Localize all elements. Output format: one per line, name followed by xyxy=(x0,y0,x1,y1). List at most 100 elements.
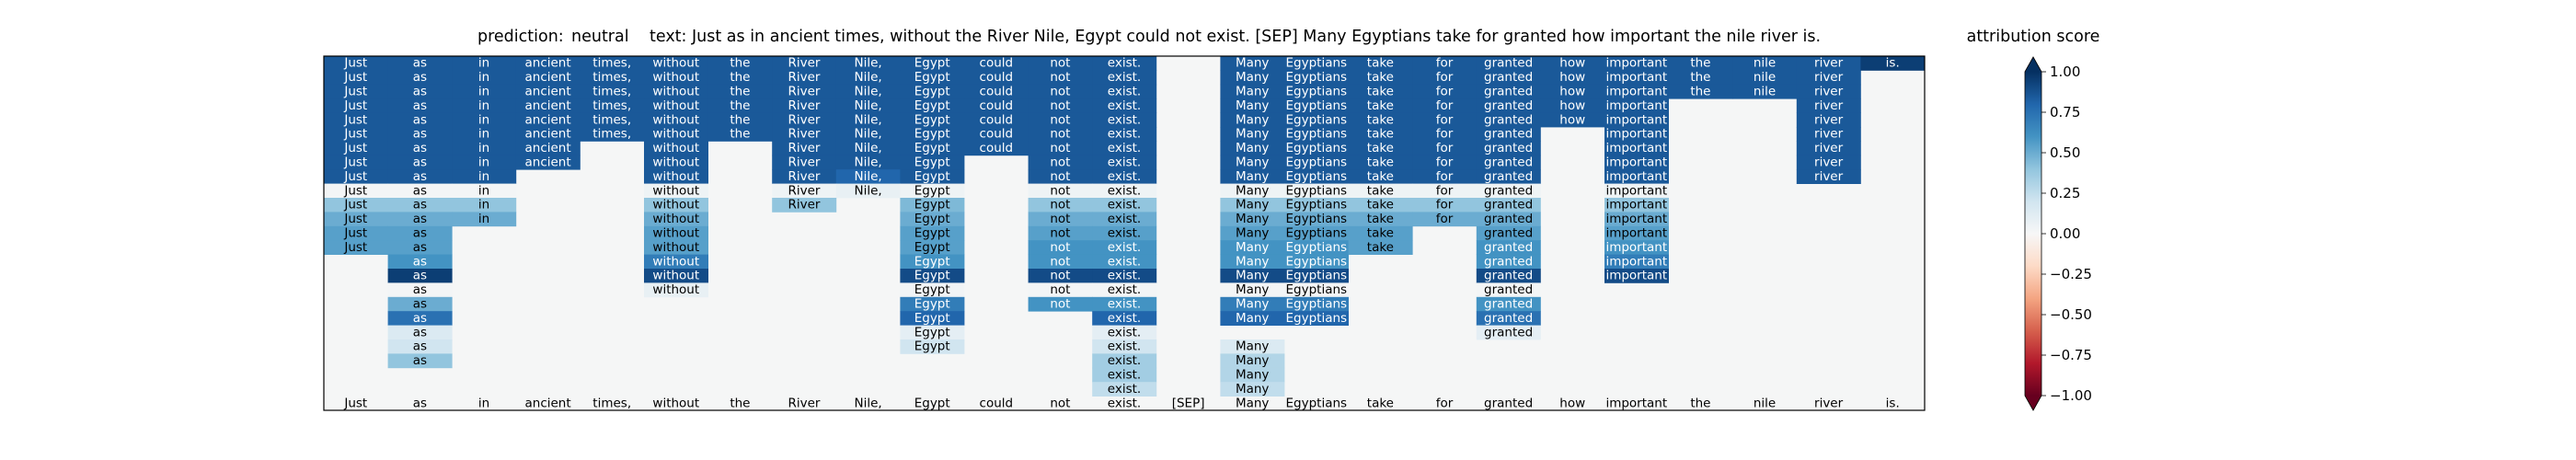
heatmap-cell-label: not xyxy=(1050,141,1070,155)
heatmap-cell xyxy=(1028,56,1093,71)
heatmap-cell-label: could xyxy=(980,127,1014,142)
heatmap-cell xyxy=(1476,282,1541,298)
heatmap-cell-label: Egypt xyxy=(914,198,950,213)
heatmap-cell-label: take xyxy=(1367,183,1394,198)
heatmap-cell xyxy=(387,225,453,241)
heatmap-cell xyxy=(1092,254,1157,270)
heatmap-cell-label: for xyxy=(1436,112,1454,127)
heatmap-cell xyxy=(900,240,965,255)
heatmap-cell-label: without xyxy=(652,198,699,213)
heatmap-cell-label: exist. xyxy=(1108,141,1141,155)
heatmap-cell xyxy=(1476,183,1541,199)
heatmap-cell xyxy=(772,127,837,142)
x-tick-labels: Just as in ancient times, without the River Nile… xyxy=(343,396,1899,410)
heatmap-cell xyxy=(707,98,773,113)
heatmap-cell-label: not xyxy=(1050,169,1070,184)
heatmap-cell xyxy=(1540,56,1605,71)
heatmap-cell xyxy=(900,70,965,86)
heatmap-cell xyxy=(580,98,645,113)
heatmap-cell xyxy=(452,155,517,170)
heatmap-cell-label: not xyxy=(1050,240,1070,255)
heatmap-cell xyxy=(1220,98,1285,113)
heatmap-cell xyxy=(1092,112,1157,128)
heatmap-cell xyxy=(1604,98,1669,113)
heatmap-cell xyxy=(1348,198,1413,213)
colorbar-gradient xyxy=(2025,72,2041,396)
heatmap-cell-label: Egyptians xyxy=(1286,141,1348,155)
heatmap-cell xyxy=(644,98,708,113)
heatmap-cell xyxy=(644,240,708,255)
heatmap-cell xyxy=(1092,353,1157,369)
heatmap-cell-label: the xyxy=(730,112,750,127)
heatmap-cell xyxy=(900,98,965,113)
heatmap-cell xyxy=(387,339,453,354)
heatmap-cell-label: Nile, xyxy=(854,127,881,142)
heatmap-cell xyxy=(964,127,1029,142)
x-tick-label: [SEP] xyxy=(1172,396,1205,410)
heatmap-cell xyxy=(1220,339,1285,354)
heatmap-cell xyxy=(1220,56,1285,71)
x-tick-label: without xyxy=(652,396,699,410)
heatmap-cell-label: Nile, xyxy=(854,155,881,170)
heatmap-cell xyxy=(324,127,388,142)
heatmap-cell xyxy=(1284,169,1349,184)
heatmap-cell-label: without xyxy=(652,70,699,85)
heatmap-cell xyxy=(1220,296,1285,312)
heatmap-cell-label: as xyxy=(413,325,427,339)
heatmap-cell-label: Just xyxy=(343,98,367,113)
heatmap-cell-label: could xyxy=(980,85,1014,99)
heatmap-cell-label: the xyxy=(730,56,750,71)
heatmap-cell-label: how xyxy=(1559,85,1585,99)
x-tick-label: times, xyxy=(592,396,631,410)
heatmap-cell-label: for xyxy=(1436,56,1454,71)
heatmap-cell xyxy=(387,282,453,298)
x-tick-label: exist. xyxy=(1108,396,1141,410)
heatmap-cell xyxy=(1092,70,1157,86)
heatmap-cell xyxy=(387,269,453,283)
heatmap-cell-label: take xyxy=(1367,226,1394,241)
heatmap-cell-label: Many xyxy=(1236,155,1269,170)
heatmap-cell-label: for xyxy=(1436,127,1454,142)
heatmap-cell xyxy=(1412,127,1478,142)
heatmap-cell-label: in xyxy=(478,183,489,198)
heatmap-cell-label: river xyxy=(1814,98,1844,113)
heatmap-cell xyxy=(452,183,517,199)
heatmap-cell-label: not xyxy=(1050,198,1070,213)
heatmap-cell-label: Many xyxy=(1236,141,1269,155)
heatmap-cell-label: exist. xyxy=(1108,112,1141,127)
heatmap-cell-label: take xyxy=(1367,112,1394,127)
heatmap-cell xyxy=(1604,269,1669,283)
heatmap-cell xyxy=(1092,225,1157,241)
heatmap-cell-label: Many xyxy=(1236,127,1269,142)
colorbar-min-extend xyxy=(2025,396,2041,410)
heatmap-cell xyxy=(1540,70,1605,86)
heatmap-cell xyxy=(1284,183,1349,199)
heatmap-cell xyxy=(1284,225,1349,241)
heatmap-cell-label: Egypt xyxy=(914,169,950,184)
heatmap-cell xyxy=(835,70,901,86)
heatmap-cell-label: Nile, xyxy=(854,112,881,127)
heatmap-cell xyxy=(1092,269,1157,283)
heatmap-cell xyxy=(1412,98,1478,113)
heatmap-cell xyxy=(387,212,453,227)
x-tick-label: as xyxy=(413,396,427,410)
heatmap-cell xyxy=(324,70,388,86)
heatmap-cell xyxy=(1476,240,1541,255)
heatmap-cell-label: Many xyxy=(1236,282,1269,297)
heatmap-cell xyxy=(1284,112,1349,128)
heatmap-cell xyxy=(1476,98,1541,113)
heatmap-cell-label: Egyptians xyxy=(1286,169,1348,184)
heatmap-cell-label: not xyxy=(1050,85,1070,99)
heatmap-cell-label: as xyxy=(413,70,427,85)
heatmap-cell-label: without xyxy=(652,127,699,142)
heatmap-cell xyxy=(1092,311,1157,326)
heatmap-cell xyxy=(580,56,645,71)
colorbar-tick-label: 0.25 xyxy=(2050,185,2080,201)
heatmap-cell xyxy=(1604,56,1669,71)
x-tick-label: Egypt xyxy=(914,396,950,410)
heatmap-cell-label: as xyxy=(413,297,427,312)
heatmap-cell-label: not xyxy=(1050,254,1070,269)
heatmap-cell xyxy=(387,353,453,369)
heatmap-cell-label: Egypt xyxy=(914,85,950,99)
heatmap-cell xyxy=(580,112,645,128)
